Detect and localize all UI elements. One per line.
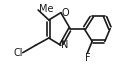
Text: Cl: Cl <box>13 48 22 58</box>
Text: F: F <box>85 53 90 63</box>
Text: N: N <box>61 40 69 50</box>
Text: Me: Me <box>38 4 53 14</box>
Text: O: O <box>61 8 69 18</box>
